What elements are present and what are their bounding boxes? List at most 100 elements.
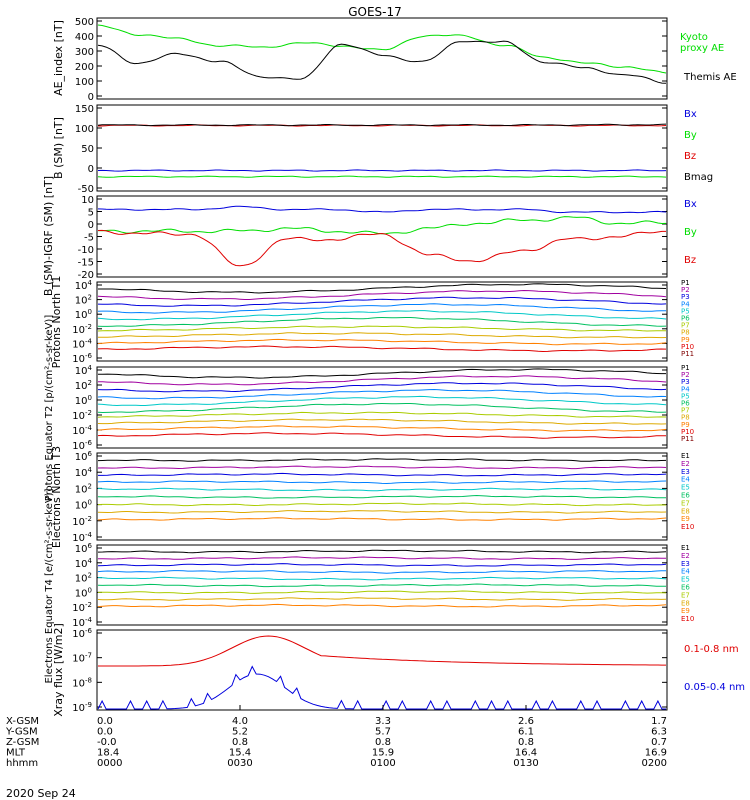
proton-line-10 bbox=[97, 432, 667, 439]
legend-e7: E7 bbox=[681, 591, 690, 599]
legend-p6: P6 bbox=[681, 315, 690, 323]
legend-p2: P2 bbox=[681, 371, 690, 379]
xaxis-value: 16.9 bbox=[645, 748, 667, 759]
electron-line-1 bbox=[97, 458, 667, 462]
legend-p11: P11 bbox=[681, 350, 694, 358]
legend-p4: P4 bbox=[681, 385, 690, 393]
proton-line-8 bbox=[97, 418, 667, 425]
legend-e3: E3 bbox=[681, 468, 690, 476]
proton-line-3 bbox=[97, 382, 667, 393]
bigrf-line-bz bbox=[97, 229, 666, 267]
xray-line-long bbox=[98, 635, 666, 667]
xaxis-row-label: MLT bbox=[6, 748, 26, 759]
xaxis-value: 0000 bbox=[97, 758, 122, 769]
electron-line-7 bbox=[97, 502, 667, 507]
xaxis-value: 0.8 bbox=[232, 737, 248, 748]
y-tick-label: 100 bbox=[75, 586, 92, 599]
proton-line-2 bbox=[97, 289, 667, 300]
y-tick-label: 100 bbox=[75, 77, 94, 88]
xaxis-value: 0.0 bbox=[97, 716, 113, 727]
xaxis-value: 0.8 bbox=[375, 737, 391, 748]
legend-p1: P1 bbox=[681, 279, 690, 287]
legend-e9: E9 bbox=[681, 607, 690, 615]
y-tick-label: 10-6 bbox=[72, 627, 92, 640]
electron-line-9 bbox=[97, 603, 667, 608]
legend-xray-long: 0.1-0.8 nm bbox=[684, 644, 739, 655]
electron-line-9 bbox=[97, 517, 667, 521]
electron-line-6 bbox=[97, 494, 667, 499]
y-tick-label: 102 bbox=[75, 482, 92, 495]
xaxis-value: 0.0 bbox=[97, 727, 113, 738]
proton-line-7 bbox=[97, 325, 667, 332]
legend-e4: E4 bbox=[681, 476, 690, 484]
legend-p4: P4 bbox=[681, 300, 690, 308]
proton-line-4 bbox=[97, 303, 667, 314]
xaxis-value: 0.8 bbox=[518, 737, 534, 748]
y-tick-label: 100 bbox=[75, 308, 92, 321]
legend-p8: P8 bbox=[681, 414, 690, 422]
xaxis-value: 4.0 bbox=[232, 716, 248, 727]
legend-p3: P3 bbox=[681, 378, 690, 386]
electron-line-1 bbox=[97, 549, 667, 554]
legend-p5: P5 bbox=[681, 392, 690, 400]
legend-kyoto-1: Kyoto bbox=[680, 32, 708, 43]
y-tick-label: 104 bbox=[75, 364, 93, 377]
legend-bsm-bx: Bx bbox=[684, 109, 697, 120]
electron-line-5 bbox=[97, 576, 667, 581]
y-tick-label: 10-4 bbox=[72, 424, 92, 437]
electron-line-4 bbox=[97, 570, 666, 574]
electron-line-4 bbox=[97, 480, 667, 485]
xaxis-value: 18.4 bbox=[97, 748, 119, 759]
proton-line-1 bbox=[98, 368, 666, 379]
bsm-line-bx bbox=[97, 169, 667, 172]
xaxis-value: 3.3 bbox=[375, 716, 391, 727]
legend-p1: P1 bbox=[681, 364, 690, 372]
legend-p11: P11 bbox=[681, 435, 694, 443]
y-tick-label: -5 bbox=[84, 233, 94, 244]
proton-line-7 bbox=[97, 411, 667, 418]
y-tick-label: 10-7 bbox=[72, 652, 92, 665]
proton-line-9 bbox=[97, 338, 667, 346]
legend-xray-short: 0.05-0.4 nm bbox=[684, 682, 745, 693]
bigrf-line-by bbox=[97, 216, 667, 235]
panel-protons-t1-frame bbox=[96, 281, 668, 362]
y-tick-label: 50 bbox=[81, 144, 94, 155]
legend-e1: E1 bbox=[681, 544, 690, 552]
legend-p5: P5 bbox=[681, 307, 690, 315]
legend-p7: P7 bbox=[681, 322, 690, 330]
y-tick-label: 200 bbox=[75, 62, 94, 73]
xaxis-row-label: Z-GSM bbox=[6, 737, 39, 748]
legend-kyoto-2: proxy AE bbox=[680, 43, 724, 54]
legend-e3: E3 bbox=[681, 560, 690, 568]
y-tick-label: 300 bbox=[75, 47, 94, 58]
legend-e7: E7 bbox=[681, 499, 690, 507]
proton-line-8 bbox=[97, 332, 667, 339]
y-tick-label: -20 bbox=[78, 270, 94, 281]
y-tick-label: 10-2 bbox=[72, 601, 92, 614]
proton-line-6 bbox=[97, 316, 667, 327]
y-tick-label: 100 bbox=[75, 499, 92, 512]
y-tick-label: 0 bbox=[88, 164, 94, 175]
electron-line-8 bbox=[97, 510, 667, 514]
y-tick-label: 500 bbox=[75, 17, 94, 28]
electron-line-3 bbox=[98, 472, 667, 477]
ylabel-bsm: B (SM) [nT] bbox=[52, 117, 65, 179]
y-tick-label: 10 bbox=[81, 195, 94, 206]
legend-e1: E1 bbox=[681, 452, 690, 460]
panel-electrons-t3-frame bbox=[96, 452, 668, 541]
proton-line-10 bbox=[97, 345, 667, 353]
legend-e6: E6 bbox=[681, 492, 690, 500]
legend-bsm-bz: Bz bbox=[684, 151, 696, 162]
xaxis-value: 1.7 bbox=[651, 716, 667, 727]
legend-p9: P9 bbox=[681, 421, 690, 429]
ae-line-themis bbox=[97, 40, 667, 84]
xaxis-row-label: X-GSM bbox=[6, 716, 39, 727]
ylabel-protons-t1: Protons North T1 bbox=[50, 276, 63, 369]
bsm-line-bmag bbox=[97, 123, 667, 127]
xaxis-value: 2.6 bbox=[518, 716, 534, 727]
ylabel-bigrf: B (SM)-IGRF (SM) [nT] bbox=[42, 176, 55, 296]
y-tick-label: 10-8 bbox=[72, 676, 92, 689]
y-tick-label: 150 bbox=[75, 104, 94, 115]
xaxis-value: 0200 bbox=[642, 758, 667, 769]
